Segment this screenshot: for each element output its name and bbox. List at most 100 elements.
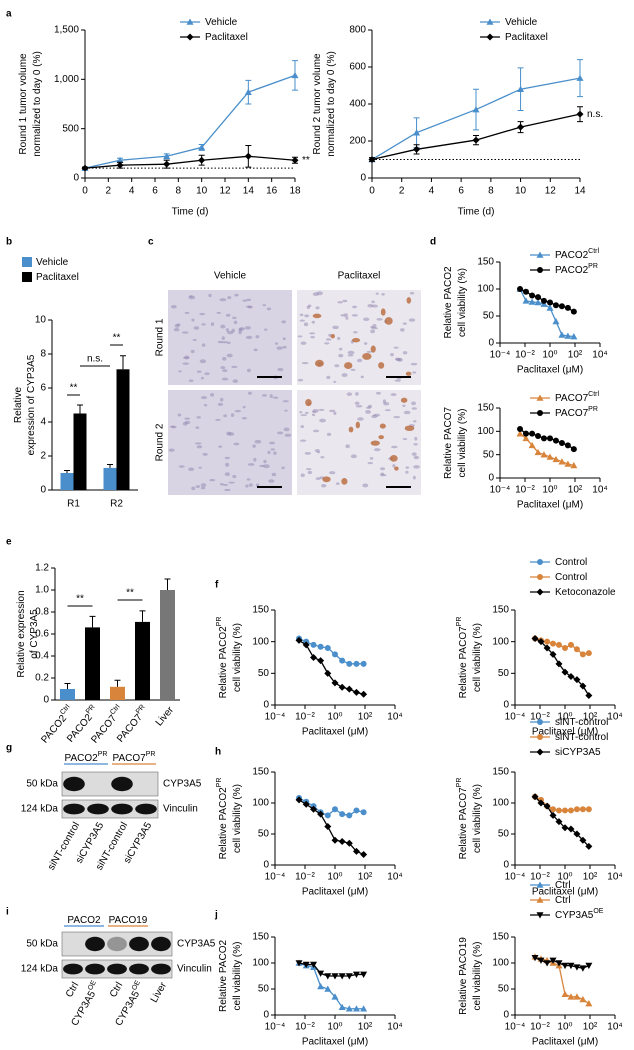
y-tick-label: 150: [477, 257, 494, 268]
cell-texture: [347, 354, 354, 357]
x-tick-label: 18: [289, 186, 301, 197]
series-line: [519, 428, 575, 450]
y-axis-label: Relative PACO2PR: [216, 617, 228, 699]
series-line: [298, 962, 364, 1010]
x-tick-label: 12: [219, 186, 231, 197]
x-tick-label: 10⁴: [592, 485, 607, 496]
cell-texture: [345, 316, 349, 320]
data-point: [244, 152, 252, 160]
data-point: [310, 961, 318, 969]
x-tick-label: 10⁴: [607, 1022, 622, 1033]
data-point: [522, 297, 530, 304]
cell-texture: [413, 455, 420, 460]
cell-texture: [366, 406, 372, 409]
cell-texture: [272, 396, 279, 399]
data-point: [360, 660, 367, 667]
data-point: [558, 331, 566, 338]
series-line: [519, 433, 575, 467]
data-point: [555, 660, 563, 668]
data-point: [346, 812, 353, 819]
y-tick-label: 0: [488, 473, 494, 484]
x-tick-label: 10⁻⁴: [265, 1022, 286, 1033]
cell-texture: [224, 472, 231, 477]
cell-texture: [220, 366, 226, 370]
legend-label-main: Paclitaxel: [505, 32, 548, 43]
x-tick-label: 10⁻²: [295, 712, 315, 723]
data-point: [331, 993, 339, 1000]
legend-label-main: Control: [555, 572, 587, 583]
cell-texture: [315, 306, 320, 310]
blot-strip: [61, 799, 159, 819]
cell-texture: [360, 375, 364, 379]
cell-texture: [333, 411, 337, 416]
cell-texture: [376, 317, 383, 321]
x-axis-label: Paclitaxel (μM): [517, 365, 583, 376]
stain: [384, 317, 393, 325]
y-axis-label: Round 2 tumor volume: [312, 53, 323, 155]
data-point: [558, 303, 565, 310]
y-axis-label-main: cell viability (%): [472, 623, 483, 692]
stain: [305, 398, 312, 407]
data-point: [543, 802, 551, 810]
data-point: [561, 824, 569, 832]
data-point: [360, 690, 368, 698]
cell-texture: [312, 429, 320, 433]
cell-texture: [192, 338, 197, 341]
data-point: [547, 299, 553, 306]
cell-texture: [307, 470, 313, 475]
cell-texture: [394, 379, 401, 382]
cell-texture: [226, 431, 232, 436]
x-tick-label: 10⁻⁴: [265, 872, 286, 883]
cell-texture: [263, 464, 270, 469]
stain: [406, 297, 412, 304]
stain: [322, 476, 331, 483]
cell-texture: [299, 411, 303, 414]
y-axis-label-main: cell viability (%): [472, 942, 483, 1011]
legend-marker: [536, 896, 544, 903]
lane-label-main: Ctrl: [64, 980, 81, 999]
column-label: Paclitaxel: [338, 271, 381, 282]
band-label: Vinculin: [163, 804, 198, 815]
stain: [404, 425, 415, 432]
legend-label-main: siNT-control: [555, 732, 608, 743]
x-axis-label: Time (d): [172, 207, 209, 218]
x-tick-label: 10: [196, 186, 208, 197]
y-tick-label: 0.6: [35, 629, 49, 640]
y-tick-label: 150: [252, 932, 269, 943]
data-point: [116, 156, 124, 164]
data-point: [353, 660, 360, 667]
data-point: [564, 332, 572, 339]
y-tick-label: 0: [43, 695, 49, 706]
cell-texture: [363, 342, 368, 345]
data-point: [558, 458, 566, 465]
stain: [348, 426, 354, 433]
data-point: [339, 811, 346, 818]
data-point: [338, 837, 346, 845]
y-axis-label-main: normalized to day 0 (%): [326, 51, 337, 157]
size-label: 50 kDa: [26, 939, 58, 950]
data-point: [324, 985, 332, 992]
cell-texture: [267, 450, 271, 455]
cell-texture: [199, 359, 207, 364]
legend-marker: [537, 267, 543, 273]
data-point: [331, 836, 339, 844]
cell-texture: [299, 319, 306, 322]
data-point: [317, 810, 325, 818]
data-point: [345, 1005, 353, 1012]
legend-label: CYP3A5OE: [555, 908, 604, 920]
y-axis-label-sup: PR: [216, 617, 223, 627]
data-point: [570, 461, 578, 469]
legend-label: PACO2PR: [555, 263, 598, 275]
error-bar: [120, 355, 126, 370]
y-tick-label: 0.8: [35, 607, 49, 618]
y-axis-label-main: Relative PACO19: [458, 937, 469, 1015]
x-tick-label: 10⁻²: [530, 712, 550, 723]
data-point: [345, 685, 353, 693]
cell-texture: [202, 452, 208, 456]
band-label: CYP3A5: [177, 939, 216, 950]
cell-texture: [242, 299, 247, 302]
cell-texture: [316, 451, 321, 454]
data-point: [472, 136, 480, 144]
cell-texture: [182, 362, 190, 365]
group-label-main: PACO19: [109, 915, 148, 926]
